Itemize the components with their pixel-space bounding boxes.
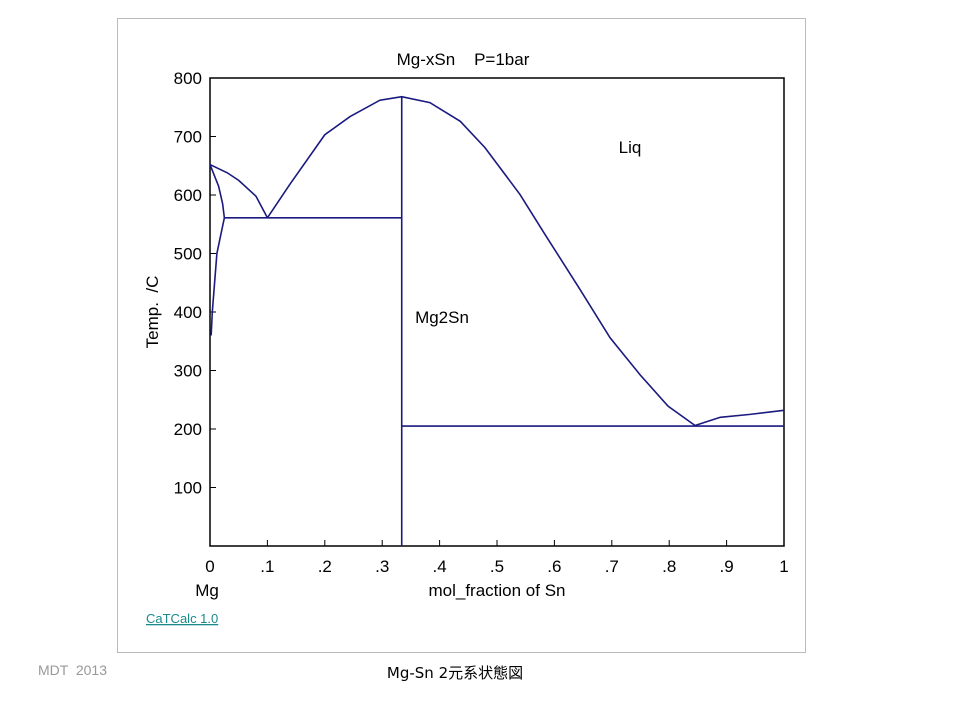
x-axis-label: mol_fraction of Sn <box>428 581 565 600</box>
phase-boundary <box>210 217 226 336</box>
x-tick-label: .6 <box>547 557 561 576</box>
software-link-text[interactable]: CaTCalc 1.0 <box>146 611 218 626</box>
phase-boundary <box>209 164 226 218</box>
y-tick-label: 600 <box>174 186 202 205</box>
x-tick-label: .9 <box>720 557 734 576</box>
phase-boundary <box>209 163 269 219</box>
x-tick-label: .1 <box>260 557 274 576</box>
y-tick-label: 500 <box>174 245 202 264</box>
chart-border <box>117 18 806 653</box>
y-axis-label: Temp. /C <box>143 276 162 349</box>
x-tick-label: .5 <box>490 557 504 576</box>
origin-label: Mg <box>195 581 219 600</box>
y-tick-label: 400 <box>174 303 202 322</box>
x-tick-label: .8 <box>662 557 676 576</box>
phase-boundary <box>694 409 785 427</box>
chart-title: Mg-xSn P=1bar <box>397 50 530 69</box>
caption: Mg-Sn 2元系状態図 <box>387 664 523 682</box>
x-tick-label: 0 <box>205 557 214 576</box>
y-tick-label: 300 <box>174 362 202 381</box>
x-tick-label: 1 <box>779 557 788 576</box>
phase-boundary <box>266 95 696 427</box>
software-link[interactable]: CaTCalc 1.0 <box>146 611 218 626</box>
y-tick-label: 700 <box>174 128 202 147</box>
y-tick-label: 200 <box>174 420 202 439</box>
credit: MDT 2013 <box>38 662 107 678</box>
y-tick-label: 800 <box>174 69 202 88</box>
annotation: Mg2Sn <box>415 308 469 327</box>
x-tick-label: .4 <box>433 557 447 576</box>
y-tick-label: 100 <box>174 479 202 498</box>
x-tick-label: .7 <box>605 557 619 576</box>
x-tick-label: .2 <box>318 557 332 576</box>
x-tick-label: .3 <box>375 557 389 576</box>
annotation: Liq <box>619 138 642 157</box>
